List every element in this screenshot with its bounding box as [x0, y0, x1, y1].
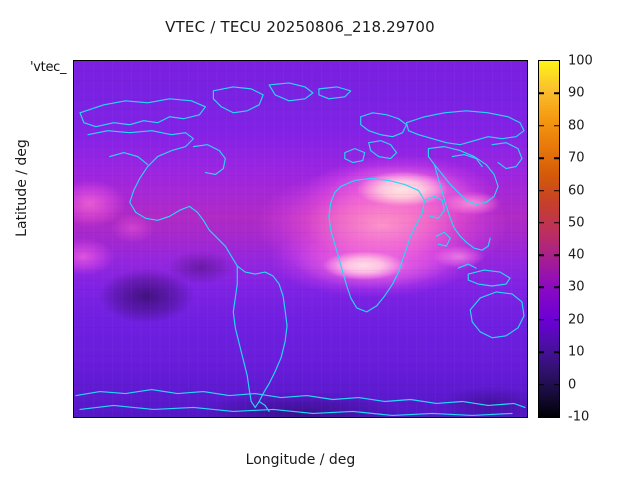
y-tickmark-neg60	[73, 345, 74, 347]
y-axis-label: Latitude / deg	[14, 139, 30, 237]
cbar-tick-100: 100	[568, 53, 593, 69]
figure-title: VTEC / TECU 20250806_218.29700	[165, 18, 435, 36]
cbar-tick-10: 10	[568, 344, 585, 360]
cbar-mark-70	[539, 157, 544, 159]
coastline-overlay	[75, 82, 526, 417]
vtec-low-tec-layer	[74, 61, 527, 417]
cbar-mark-50	[539, 222, 544, 224]
vtec-raster	[74, 61, 527, 417]
cbar-tick-70: 70	[568, 150, 585, 166]
cbar-mark-30	[539, 286, 544, 289]
stray-vtec-label: 'vtec_	[30, 60, 67, 75]
cbar-tick-60: 60	[568, 183, 585, 199]
colorbar: 100 90 80 70 60 50 40 30 20 10	[538, 54, 593, 425]
cbar-tick-50: 50	[568, 215, 585, 231]
cbar-mark-90	[539, 92, 544, 95]
cbar-mark-0-right	[554, 383, 559, 386]
y-tickmark-0	[73, 223, 74, 225]
cbar-mark-80	[539, 125, 544, 127]
cbar-tick-40: 40	[568, 247, 585, 263]
cbar-tick-20: 20	[568, 312, 585, 328]
cbar-mark-50-right	[554, 222, 559, 224]
map-plot-area: 80 60 40 20 0 -20 -40 -60 -80 -150 -100 …	[73, 60, 528, 418]
cbar-tick-80: 80	[568, 118, 585, 134]
y-tickmark-neg40	[73, 304, 74, 306]
cbar-tick-30: 30	[568, 279, 585, 295]
y-tickmark-neg20	[73, 264, 74, 266]
cbar-mark-20-right	[554, 319, 559, 321]
cbar-mark-10-right	[554, 351, 559, 353]
cbar-tick-neg10: -10	[568, 409, 590, 425]
cbar-mark-20	[539, 319, 544, 321]
cbar-mark-70-right	[554, 157, 559, 159]
vtec-pixel-grid	[74, 61, 527, 417]
cbar-mark-90-right	[554, 92, 559, 95]
cbar-mark-80-right	[554, 125, 559, 127]
y-tickmark-60	[73, 101, 74, 103]
cbar-mark-30-right	[554, 286, 559, 289]
cbar-mark-0	[539, 383, 544, 386]
cbar-tick-90: 90	[568, 85, 585, 101]
cbar-mark-60	[539, 189, 544, 192]
x-axis-label: Longitude / deg	[245, 452, 356, 468]
cbar-mark-60-right	[554, 189, 559, 192]
y-tickmark-20	[73, 182, 74, 184]
y-tickmark-40	[73, 142, 74, 144]
cbar-mark-10	[539, 351, 544, 353]
cbar-mark-40	[539, 254, 544, 256]
cbar-tick-0: 0	[568, 377, 577, 393]
y-tickmark-80	[73, 60, 74, 62]
cbar-mark-40-right	[554, 254, 559, 256]
y-tickmark-neg80	[73, 386, 74, 388]
